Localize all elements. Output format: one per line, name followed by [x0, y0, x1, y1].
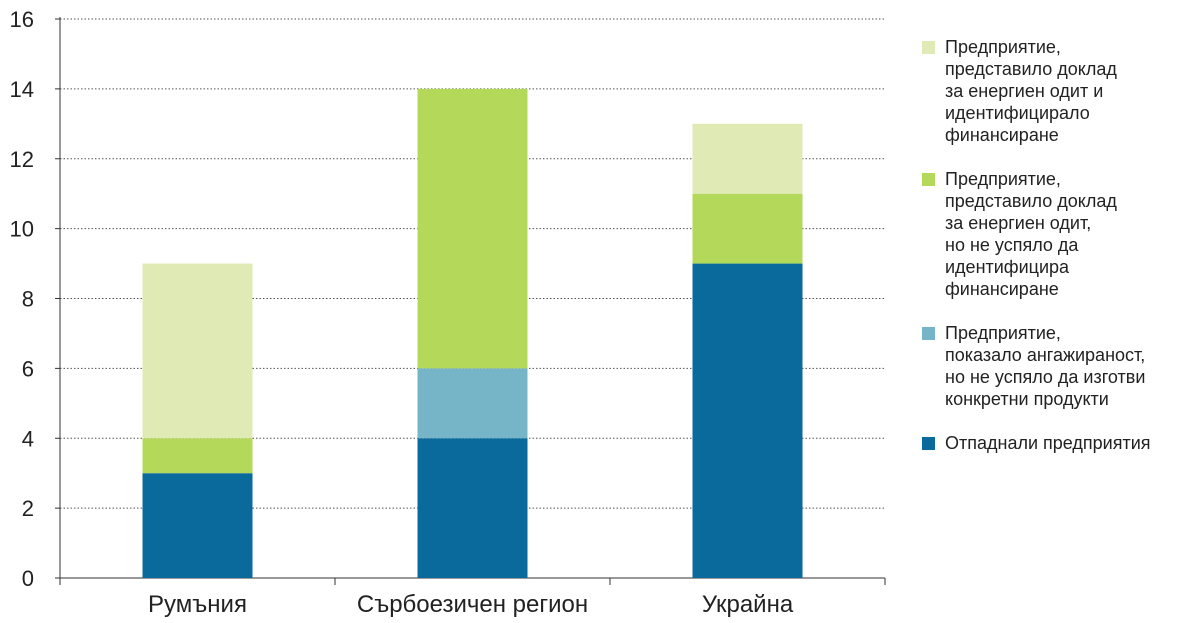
bar-segment	[417, 368, 528, 439]
legend-item: Отпаднали предприятия	[922, 432, 1192, 454]
legend-label-line: но не успяло да изготви	[945, 367, 1146, 387]
legend-label-line: финансиране	[945, 279, 1059, 299]
bar-segment	[142, 438, 253, 474]
legend-label: Предприятие, представило доклад за енергие…	[945, 36, 1192, 146]
bar-segment	[417, 88, 528, 369]
y-tick-label: 16	[10, 7, 34, 32]
legend-label: Отпаднали предприятия	[945, 432, 1192, 454]
y-tick-label: 10	[10, 217, 34, 242]
y-tick-label: 4	[22, 426, 34, 451]
category-label: Украйна	[702, 591, 794, 618]
legend-label-line: показало ангажираност,	[945, 345, 1146, 365]
legend-label: Предприятие, представило доклад за енергие…	[945, 168, 1192, 300]
legend-label-line: идентифицира	[945, 257, 1070, 277]
bar-segment	[417, 438, 528, 578]
legend-label-line: Предприятие,	[945, 323, 1061, 343]
y-tick-label: 6	[22, 356, 34, 381]
y-tick-label: 14	[10, 77, 34, 102]
legend-swatch	[922, 41, 935, 54]
bar-segment	[692, 263, 803, 578]
legend-swatch	[922, 437, 935, 450]
legend-label-line: Предприятие,	[945, 37, 1061, 57]
y-tick-label: 12	[10, 147, 34, 172]
category-label: Сърбоезичен регион	[357, 591, 588, 618]
category-label: Румъния	[148, 591, 247, 618]
legend-item: Предприятие, показало ангажираност, но не …	[922, 322, 1192, 410]
legend-label-line: финансиране	[945, 125, 1059, 145]
chart-legend: Предприятие, представило доклад за енергие…	[922, 36, 1192, 476]
legend-label-line: конкретни продукти	[945, 389, 1109, 409]
y-tick-label: 0	[22, 566, 34, 591]
legend-item: Предприятие, представило доклад за енергие…	[922, 36, 1192, 146]
legend-label-line: представило доклад	[945, 59, 1117, 79]
y-tick-label: 2	[22, 496, 34, 521]
legend-label-line: идентифицирало	[945, 103, 1090, 123]
legend-swatch	[922, 173, 935, 186]
y-tick-label: 8	[22, 287, 34, 312]
legend-label-line: Предприятие,	[945, 169, 1061, 189]
bar-segment	[142, 473, 253, 578]
legend-item: Предприятие, представило доклад за енергие…	[922, 168, 1192, 300]
legend-label-line: Отпаднали предприятия	[945, 433, 1151, 453]
bar-segment	[692, 123, 803, 194]
legend-label-line: представило доклад	[945, 191, 1117, 211]
bar-segment	[692, 193, 803, 264]
legend-label: Предприятие, показало ангажираност, но не …	[945, 322, 1192, 410]
stacked-bar-chart: 0 2 4 6 8 10 12 14 16 Румъния Сърбоезичен регион Ук…	[10, 7, 886, 618]
legend-label-line: за енергиен одит и	[945, 81, 1104, 101]
legend-swatch	[922, 327, 935, 340]
legend-label-line: но не успяло да	[945, 235, 1079, 255]
bar-segment	[142, 263, 253, 439]
legend-label-line: за енергиен одит,	[945, 213, 1092, 233]
